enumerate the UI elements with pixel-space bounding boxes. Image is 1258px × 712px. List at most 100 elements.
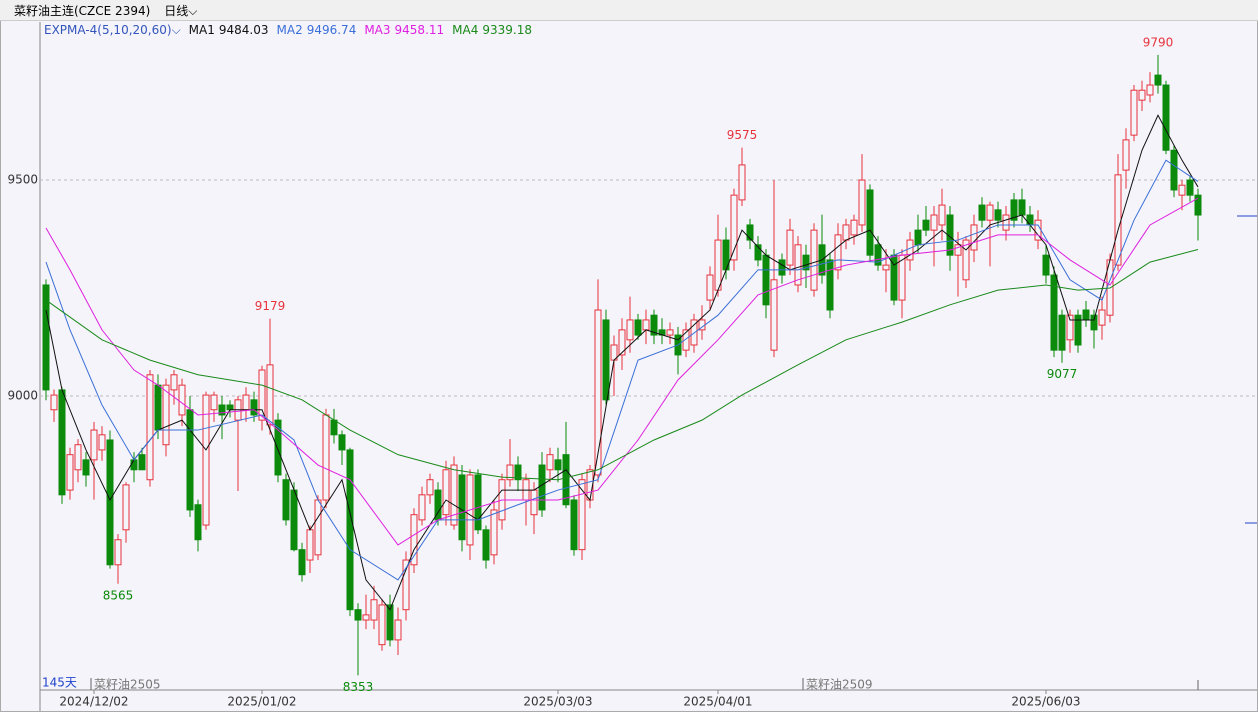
candle-body [506,464,514,481]
candle-body [1050,274,1058,351]
candle-body [1178,184,1186,196]
candle-body [514,464,522,481]
candle-body [210,394,218,411]
candle-body [978,204,986,221]
candle-body [962,239,970,281]
candle-body [106,439,114,566]
period-selector[interactable]: 日线⌵ [164,3,198,18]
candle-body [706,274,714,301]
candle-body [578,479,586,551]
candle-body [114,539,122,566]
legend-value: 9458.11 [394,23,445,37]
extreme-label: 8565 [103,588,134,602]
candle-body [786,229,794,266]
legend-item: MA2 9496.74 [277,23,357,38]
x-tick-label: 2025/03/03 [523,695,592,709]
candle-body [378,604,386,646]
y-tick-label: 9000 [7,388,38,402]
day-count: 145天 [42,676,77,690]
indicator: EXPMA-4(5,10,20,60) [44,23,172,37]
candle-body [90,429,98,461]
candle-body [1026,214,1034,226]
legend-value: 9339.18 [482,23,532,37]
candle-body [570,499,578,551]
candle-body [866,189,874,256]
candle-body [826,259,834,311]
candle-body [834,234,842,271]
candle-body [1154,74,1162,86]
candle-body [130,459,138,471]
candle-body [58,389,66,496]
legend-name: MA1 [188,23,215,37]
candle-body [874,244,882,266]
candle-body [282,479,290,521]
candle-body [538,464,546,511]
candle-body [762,254,770,306]
candle-body [602,319,610,401]
candle-body [1138,89,1146,101]
extreme-label: 9575 [727,128,758,142]
candle-body [938,204,946,226]
x-tick-label: 2024/12/02 [59,695,128,709]
candle-body [730,194,738,261]
candle-body [626,319,634,341]
legend-name: MA3 [364,23,391,37]
extreme-label: 9077 [1047,367,1078,381]
y-tick-label: 9500 [7,173,38,187]
candle-body [122,484,130,531]
candle-body [290,489,298,551]
candle-body [170,374,178,391]
candle-body [842,224,850,241]
x-tick-label: 2025/06/03 [1011,695,1080,709]
x-tick-label: 2025/04/01 [683,695,752,709]
candle-body [1146,84,1154,96]
candle-body [298,549,306,576]
candle-body [1130,89,1138,136]
candle-body [1122,139,1130,171]
candle-body [1162,84,1170,151]
candle-body [306,529,314,561]
candle-body [82,459,90,476]
legend-value: 9496.74 [306,23,357,37]
instrument-title[interactable]: 菜籽油主连(CZCE 2394) [14,3,151,18]
candle-body [66,454,74,491]
x-tick-label: 2025/01/02 [227,695,296,709]
candle-body [1114,174,1122,266]
candle-body [618,329,626,356]
header: 菜籽油主连(CZCE 2394) 日线⌵ [0,0,1258,21]
candle-body [362,614,370,621]
candle-body [794,244,802,286]
candle-body [1090,314,1098,331]
candle-body [482,529,490,561]
ma-line [45,114,1199,611]
candle-body [850,219,858,236]
indicator-selector[interactable]: EXPMA-4(5,10,20,60)⌵ [44,23,181,37]
candle-body [426,479,434,496]
ma-line [45,159,1199,581]
candle-body [714,239,722,291]
candle-body [1098,309,1106,326]
legend: EXPMA-4(5,10,20,60)⌵ MA1 9484.03 MA2 9496.7… [44,23,532,38]
candle-body [202,394,210,526]
candle-body [650,314,658,336]
candle-body [530,489,538,516]
candle-body [346,449,354,611]
candle-body [458,474,466,541]
candle-body [354,609,362,621]
candle-body [338,434,346,451]
legend-item: MA1 9484.03 [189,23,269,38]
candle-body [666,329,674,336]
ma-line [45,248,1199,481]
legend-name: MA4 [452,23,479,37]
candle-body [242,394,250,411]
candle-body [146,374,154,481]
candle-body [42,284,50,391]
candle-body [394,619,402,641]
candle-body [970,224,978,251]
contract-label: 菜籽油2509 [806,678,873,692]
candle-body [562,454,570,506]
candle-body [162,384,170,446]
extreme-label: 9179 [255,299,286,313]
